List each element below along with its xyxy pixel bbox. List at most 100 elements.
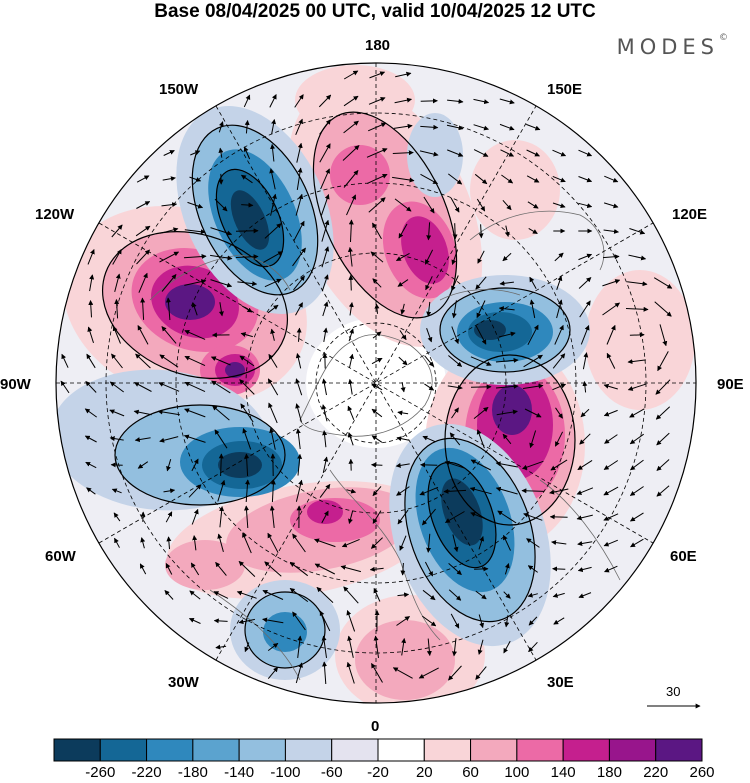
wind-arrow	[496, 409, 518, 416]
wind-arrow	[448, 355, 463, 367]
wind-arrow	[604, 434, 618, 444]
wind-arrow	[426, 328, 433, 343]
wind-arrow	[84, 435, 97, 443]
wind-arrow	[269, 505, 275, 528]
wind-arrow	[160, 227, 179, 234]
colorbar-tick-label: 60	[462, 764, 479, 781]
wind-arrow	[262, 590, 284, 600]
wind-arrow	[240, 332, 253, 338]
wind-arrow	[397, 279, 409, 287]
wind-arrow	[420, 124, 439, 130]
wind-arrow	[348, 328, 354, 342]
wind-arrow	[218, 147, 224, 158]
wind-arrow	[134, 437, 151, 443]
wind-arrow	[320, 194, 330, 216]
wind-arrow	[244, 479, 250, 503]
wind-arrow	[550, 459, 568, 471]
wind-arrow	[133, 382, 152, 392]
lon-label-120e: 120E	[672, 206, 708, 223]
wind-arrow	[552, 566, 566, 572]
wind-arrow	[297, 453, 303, 476]
wind-arrow	[551, 540, 567, 546]
wind-arrow	[499, 280, 514, 286]
wind-arrow	[630, 538, 644, 548]
wind-arrow	[188, 484, 202, 498]
wind-arrow	[528, 641, 538, 653]
wind-arrow	[444, 511, 465, 523]
wind-arrow	[161, 202, 178, 208]
wind-arrow	[655, 406, 671, 420]
wind-arrow	[497, 510, 517, 524]
wind-arrow	[398, 356, 408, 366]
wind-arrow	[552, 149, 567, 157]
wind-arrow	[321, 378, 327, 396]
wind-arrow	[214, 429, 228, 449]
wind-arrow	[236, 590, 257, 599]
wind-arrow	[418, 667, 439, 679]
wind-arrow	[504, 225, 510, 238]
wind-arrow	[112, 325, 121, 344]
wind-arrow	[474, 173, 488, 185]
wind-arrow	[419, 486, 439, 496]
wind-arrow	[243, 146, 251, 160]
wind-arrow	[656, 459, 670, 471]
wind-arrow	[374, 303, 380, 314]
wind-arrow	[165, 297, 171, 321]
wind-arrow	[269, 168, 276, 190]
wind-arrow	[603, 460, 619, 470]
wind-arrow	[292, 533, 306, 553]
wind-arrow	[289, 588, 309, 602]
wind-arrow	[554, 431, 564, 447]
wind-arrow	[627, 383, 646, 391]
wind-arrow	[322, 301, 329, 317]
wind-arrow	[422, 435, 436, 443]
wind-arrow	[394, 198, 412, 212]
wind-arrow	[552, 202, 566, 208]
wind-arrow	[396, 616, 411, 626]
wind-arrow	[322, 430, 328, 448]
wind-arrow	[321, 635, 327, 658]
wind-arrow	[340, 565, 362, 573]
wind-arrow	[372, 486, 382, 497]
wind-arrow	[470, 459, 492, 471]
wind-arrow	[184, 355, 206, 367]
wind-arrow	[448, 563, 462, 576]
wind-arrow	[241, 305, 253, 313]
wind-arrow	[578, 592, 592, 599]
wind-arrow	[240, 174, 253, 184]
wind-arrow	[473, 407, 489, 419]
wind-arrow	[295, 378, 303, 396]
wind-arrow	[578, 149, 593, 157]
wind-arrow	[292, 611, 306, 631]
wind-arrow	[213, 591, 229, 599]
wind-arrow	[629, 512, 644, 522]
wind-arrow	[449, 432, 461, 446]
wind-arrow	[347, 246, 353, 267]
wind-arrow	[111, 224, 123, 238]
wind-arrow	[502, 252, 512, 262]
wind-arrow	[603, 513, 619, 521]
wind-arrow	[470, 356, 492, 366]
wind-arrow	[343, 70, 359, 80]
wind-arrow	[157, 409, 180, 416]
wind-arrow	[527, 592, 538, 598]
wind-arrow	[576, 487, 594, 495]
colorbar-tick-label: -140	[224, 764, 255, 781]
lon-label-90e: 90E	[717, 376, 744, 393]
wind-arrow	[314, 563, 336, 575]
wind-arrow	[451, 249, 459, 265]
wind-arrow	[392, 176, 415, 183]
wind-arrow	[293, 220, 305, 241]
wind-arrow	[87, 249, 95, 265]
wind-arrow	[270, 193, 277, 216]
wind-arrow	[263, 251, 284, 263]
wind-arrow	[554, 324, 564, 345]
wind-arrow	[526, 175, 540, 183]
wind-arrow	[191, 458, 199, 472]
wind-arrow	[164, 590, 174, 600]
wind-arrow	[140, 297, 146, 320]
colorbar-tick-label: 140	[550, 764, 576, 781]
wind-arrow	[578, 176, 593, 183]
wind-arrow	[470, 512, 492, 522]
